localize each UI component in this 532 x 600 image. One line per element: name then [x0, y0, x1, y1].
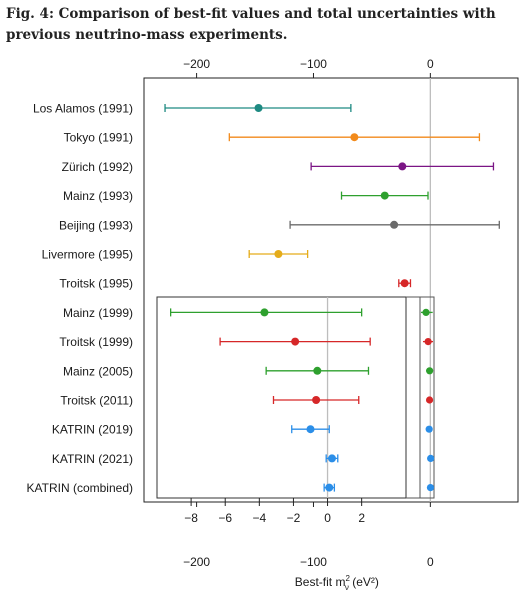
inset-point	[306, 425, 315, 434]
experiment-label: Livermore (1995)	[42, 248, 133, 262]
inset-tick-label: −6	[218, 511, 232, 525]
bottom-tick-label: −200	[183, 555, 210, 569]
top-tick-label: −100	[300, 57, 327, 71]
experiment-label: Mainz (2005)	[63, 364, 133, 378]
experiment-label: KATRIN (2019)	[52, 423, 133, 437]
experiment-label: Tokyo (1991)	[64, 131, 133, 145]
main-compressed-point	[422, 308, 430, 316]
experiment-label: Troitsk (1995)	[59, 277, 133, 291]
experiment-label: Mainz (1993)	[63, 189, 133, 203]
inset-point	[260, 308, 269, 317]
inset-tick-label: −4	[252, 511, 266, 525]
experiment-label: Troitsk (2011)	[60, 394, 133, 408]
main-compressed-point	[427, 454, 435, 462]
inset-tick-label: −2	[287, 511, 301, 525]
experiment-label: Troitsk (1999)	[59, 335, 133, 349]
inset-frame	[156, 296, 407, 499]
top-tick-label: 0	[427, 57, 434, 71]
plot-frame	[143, 77, 519, 503]
main-point	[400, 279, 409, 288]
main-compressed-point	[425, 396, 434, 404]
inset-point	[291, 337, 300, 346]
main-compressed-point	[426, 367, 434, 375]
inset-tick-label: −8	[184, 511, 198, 525]
bottom-tick-label: −100	[300, 555, 327, 569]
experiment-label: KATRIN (2021)	[52, 452, 133, 466]
main-point	[390, 220, 399, 229]
experiment-label: Mainz (1999)	[63, 306, 133, 320]
zoom-region-box	[419, 296, 435, 499]
x-axis-label: Best-fit m2 ν (eV²)	[295, 574, 379, 592]
top-tick-label: −200	[183, 57, 210, 71]
inset-tick-label: 0	[324, 511, 331, 525]
main-point	[274, 250, 283, 258]
main-point	[398, 162, 407, 171]
main-compressed-point	[424, 338, 432, 346]
main-point	[254, 104, 263, 112]
inset-point	[312, 396, 321, 404]
main-compressed-point	[425, 425, 433, 433]
inset-point	[313, 366, 322, 375]
experiment-label: Los Alamos (1991)	[33, 102, 133, 116]
inset-point	[325, 483, 334, 492]
main-point	[380, 191, 389, 200]
inset-point	[327, 454, 336, 463]
experiment-label: Zürich (1992)	[62, 160, 133, 174]
figure-title: Fig. 4: Comparison of best-fit values an…	[6, 6, 496, 43]
experiment-label: Beijing (1993)	[59, 218, 133, 232]
bottom-tick-label: 0	[427, 555, 434, 569]
main-point	[350, 133, 359, 142]
inset-tick-label: 2	[358, 511, 365, 525]
main-compressed-point	[426, 484, 435, 492]
experiment-label: KATRIN (combined)	[27, 481, 133, 495]
